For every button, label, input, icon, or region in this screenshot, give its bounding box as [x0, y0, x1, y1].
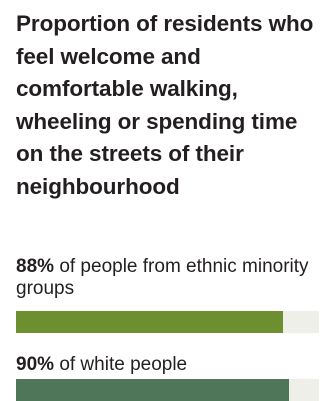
- bar-track: [16, 311, 319, 333]
- bar-white: [16, 379, 289, 401]
- chart-title: Proportion of residents who feel welcome…: [16, 11, 314, 199]
- bar-value-label: 88%: [16, 256, 55, 277]
- bar-track: [16, 379, 319, 401]
- bar-label: 88% of people from ethnic minority group…: [16, 256, 319, 300]
- bar-category-label: of white people: [59, 354, 188, 375]
- bar-label: 90% of white people: [16, 354, 319, 376]
- bar-row-ethnic-minority: 88% of people from ethnic minority group…: [16, 256, 319, 300]
- bar-value-label: 90%: [16, 354, 55, 375]
- bar-track-ethnic-minority: [16, 311, 319, 333]
- bar-category-label: of people from ethnic minority groups: [16, 256, 309, 299]
- bar-row-white: 90% of white people: [16, 354, 319, 376]
- bar-track-white: [16, 379, 319, 401]
- bar-ethnic-minority: [16, 311, 283, 333]
